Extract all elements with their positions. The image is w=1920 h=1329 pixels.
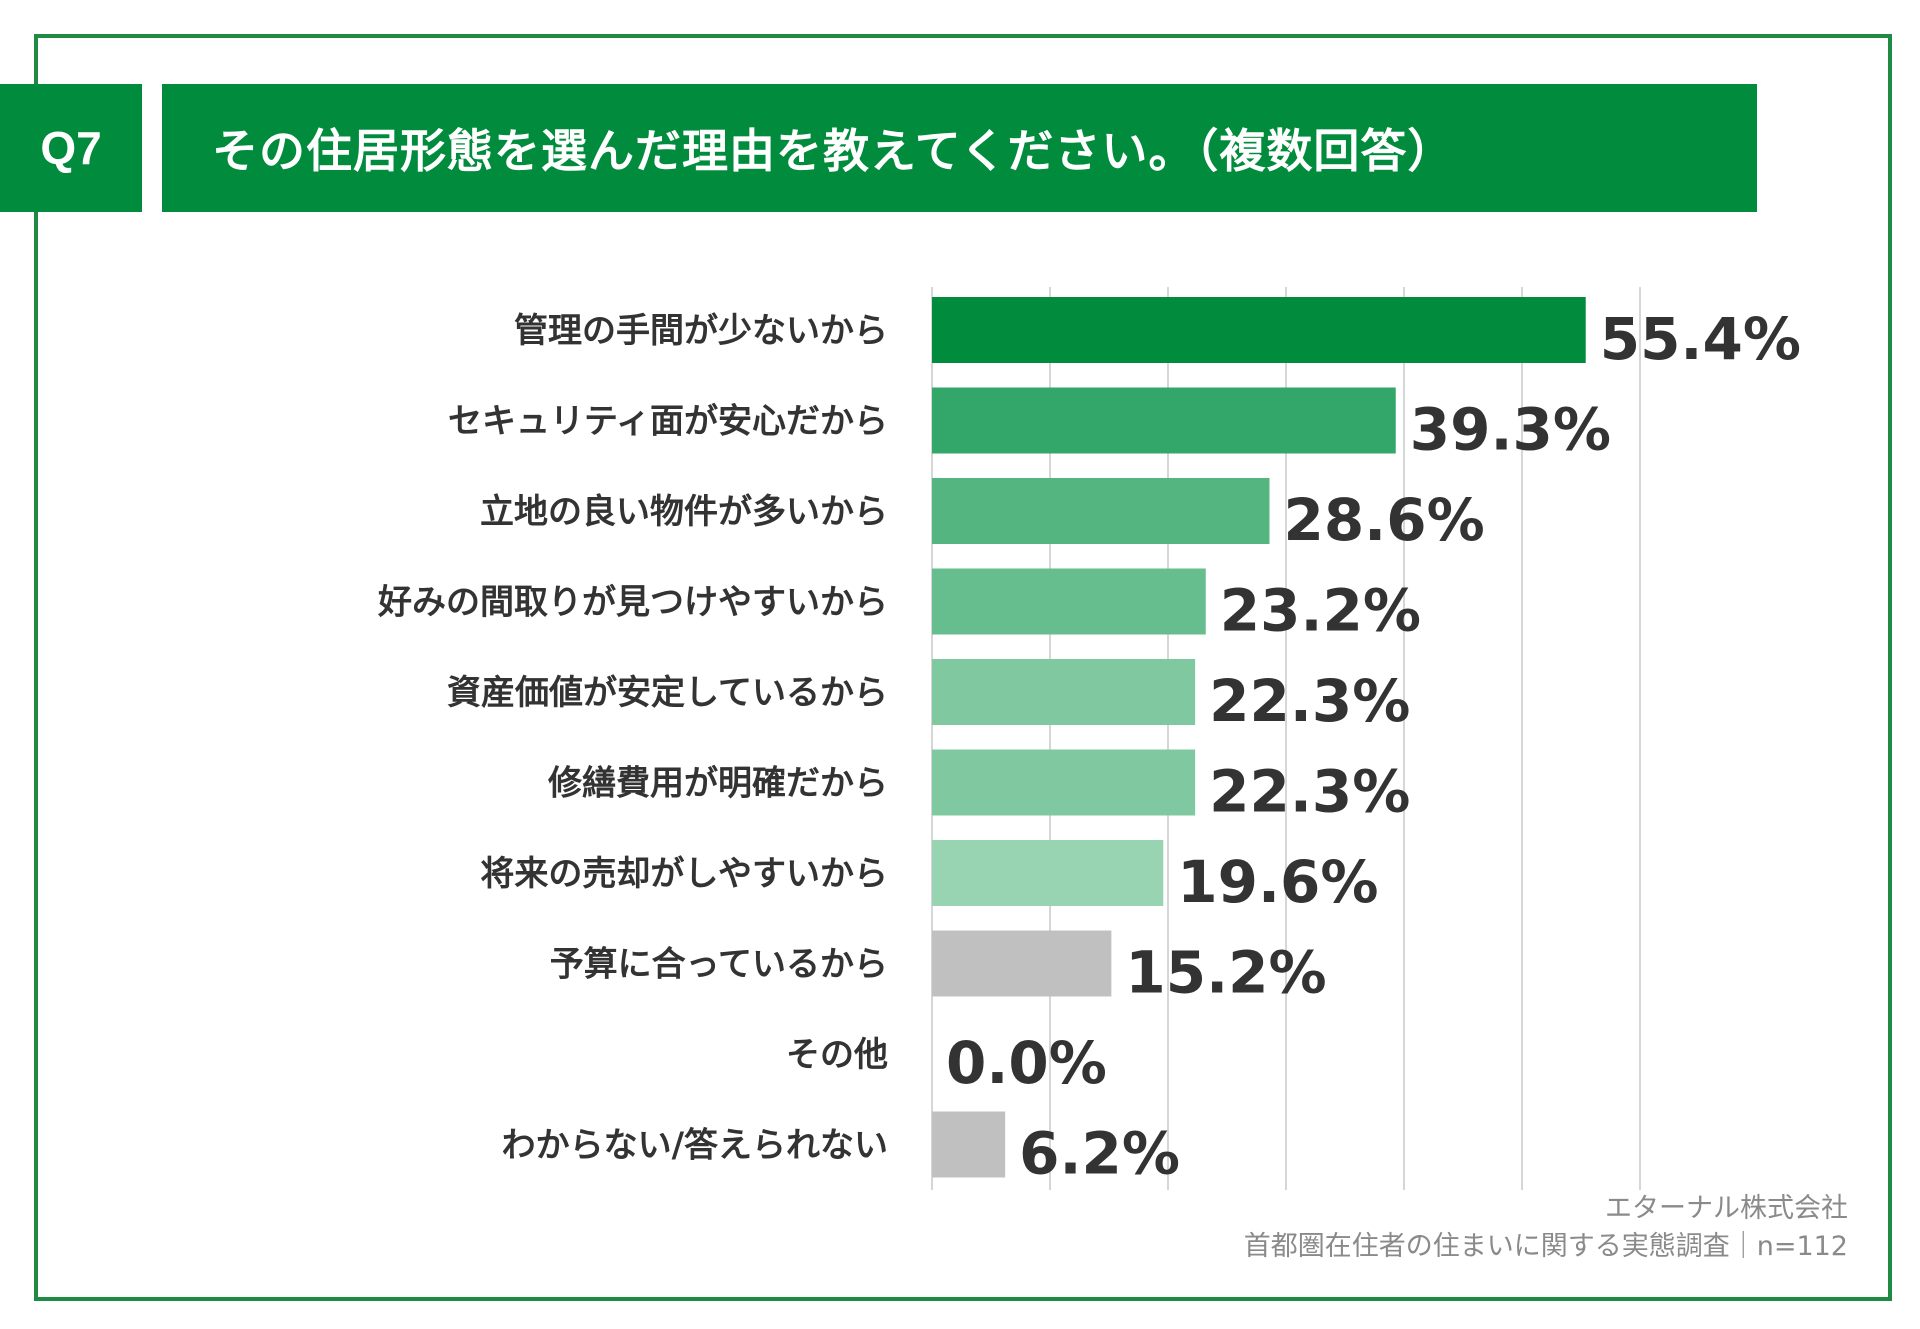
survey-info: 首都圏在住者の住まいに関する実態調査｜n=112 [1243,1231,1848,1262]
value-label: 19.6% [1177,848,1378,916]
question-number-badge: Q7 [0,84,142,212]
value-label: 0.0% [946,1029,1107,1097]
category-label: セキュリティ面が安心だから [448,402,888,442]
question-number: Q7 [40,122,102,174]
category-label: 資産価値が安定しているから [447,673,888,713]
title-bar: その住居形態を選んだ理由を教えてください。（複数回答） [162,84,1757,212]
chart-frame [34,34,1892,1301]
company-name: エターナル株式会社 [1605,1193,1848,1224]
value-label: 28.6% [1283,486,1484,554]
category-label: 予算に合っているから [550,945,888,985]
value-label: 22.3% [1209,667,1410,735]
bar [932,568,1206,635]
bar [932,749,1196,816]
category-label: 好みの間取りが見つけやすいから [377,583,888,623]
category-label: 管理の手間が少ないから [514,311,888,351]
bar [932,659,1196,725]
bar [932,478,1270,544]
bar [932,297,1586,363]
value-label: 23.2% [1220,577,1421,645]
labels: 管理の手間が少ないから 55.4% セキュリティ面が安心だから 39.3% 立地の良い物… [377,305,1801,1188]
category-label: 立地の良い物件が多いから [480,492,888,532]
chart-title: その住居形態を選んだ理由を教えてください。（複数回答） [212,124,1455,178]
value-label: 6.2% [1019,1120,1180,1188]
value-label: 22.3% [1209,758,1410,826]
bar [932,387,1396,454]
value-label: 55.4% [1600,305,1801,373]
category-label: 修繕費用が明確だから [547,764,888,804]
footer: エターナル株式会社 首都圏在住者の住まいに関する実態調査｜n=112 [1244,1190,1848,1266]
value-label: 39.3% [1410,396,1611,464]
bar [932,930,1112,997]
category-label: その他 [786,1035,888,1075]
bars [932,297,1586,1178]
value-label: 15.2% [1125,939,1326,1007]
category-label: わからない/答えられない [502,1126,888,1166]
bar [932,1111,1006,1178]
category-label: 将来の売却がしやすいから [480,854,888,894]
bar [932,840,1164,906]
